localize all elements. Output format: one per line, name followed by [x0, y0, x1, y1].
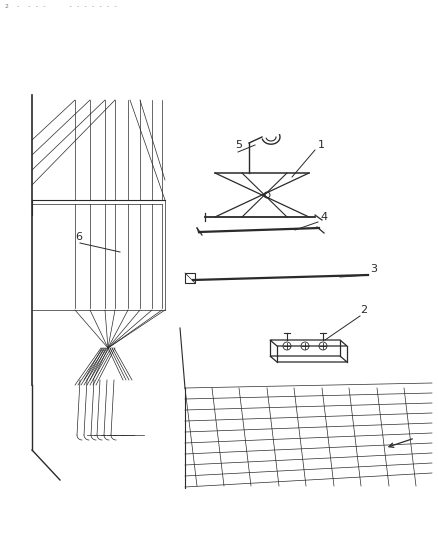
- Text: 3: 3: [369, 264, 376, 274]
- Text: 2: 2: [359, 305, 366, 315]
- Circle shape: [263, 192, 269, 198]
- Text: 2  -  - - -      - - - - - - -: 2 - - - - - - - - - - -: [5, 4, 117, 9]
- Text: 5: 5: [234, 140, 241, 150]
- Bar: [184, 273, 194, 283]
- Text: 1: 1: [317, 140, 324, 150]
- Text: 4: 4: [319, 212, 326, 222]
- Text: 6: 6: [75, 232, 82, 242]
